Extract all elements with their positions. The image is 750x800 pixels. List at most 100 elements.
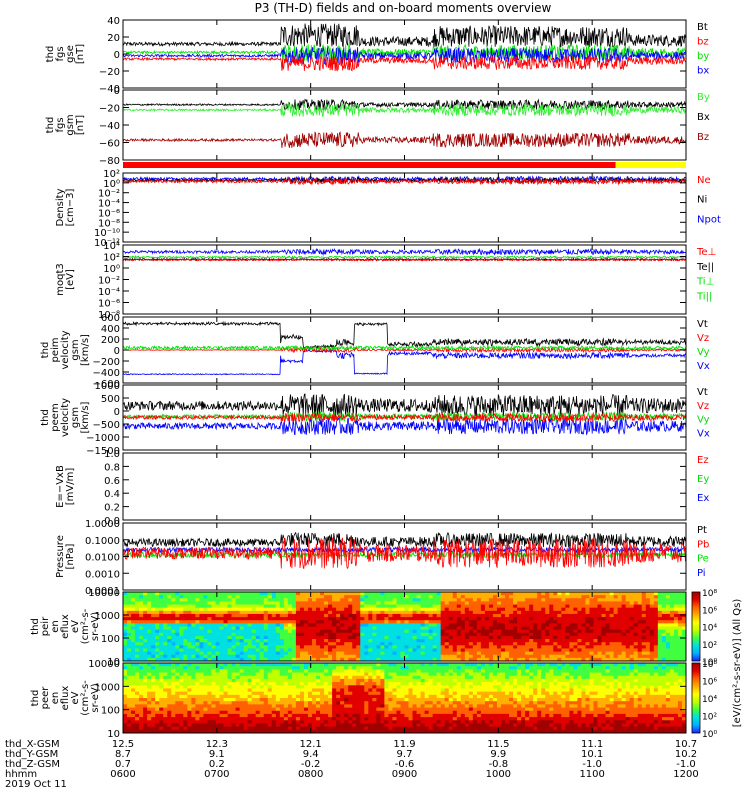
spectrogram-cell xyxy=(151,701,156,705)
spectrogram-cell xyxy=(251,642,257,646)
spectrogram-cell xyxy=(392,598,397,602)
spectrogram-cell xyxy=(601,629,606,634)
spectrogram-cell xyxy=(328,623,333,627)
spectrogram-cell xyxy=(364,698,369,702)
spectrogram-cell xyxy=(617,595,623,599)
spectrogram-cell xyxy=(263,682,269,686)
spectrogram-cell xyxy=(517,617,522,621)
spectrogram-cell xyxy=(364,682,369,686)
spectrogram-cell xyxy=(356,595,361,599)
spectrogram-cell xyxy=(255,694,261,699)
spectrogram-cell xyxy=(215,672,220,677)
spectrogram-cell xyxy=(480,601,486,605)
spectrogram-cell xyxy=(340,675,345,680)
spectrogram-cell xyxy=(384,675,389,680)
spectrogram-cell xyxy=(239,604,245,609)
spectrogram-cell xyxy=(227,645,232,649)
spectrogram-cell xyxy=(348,601,353,605)
spectrogram-cell xyxy=(613,601,619,605)
spectrogram-cell xyxy=(227,726,232,731)
spectrogram-cell xyxy=(251,635,257,640)
spectrogram-cell xyxy=(275,704,281,708)
spectrogram-cell xyxy=(464,635,470,640)
spectrogram-cell xyxy=(191,701,196,705)
spectrogram-cell xyxy=(344,669,349,673)
spectrogram-cell xyxy=(215,601,220,605)
spectrogram-cell xyxy=(199,726,204,731)
spectrogram-cell xyxy=(669,626,675,631)
spectrogram-cell xyxy=(191,707,196,712)
spectrogram-cell xyxy=(279,642,285,646)
spectrogram-cell xyxy=(219,720,224,724)
spectrogram-cell xyxy=(589,598,594,602)
series-Pt xyxy=(123,531,686,548)
spectrogram-cell xyxy=(299,723,305,728)
spectrogram-cell xyxy=(275,694,281,699)
spectrogram-cell xyxy=(537,635,542,640)
spectrogram-cell xyxy=(183,607,188,612)
spectrogram-cell xyxy=(175,601,180,605)
spectrogram-cell xyxy=(653,620,659,624)
spectrogram-cell xyxy=(259,666,265,670)
spectrogram-cell xyxy=(408,642,413,646)
spectrogram-cell xyxy=(420,639,426,643)
spectrogram-cell xyxy=(677,595,683,599)
spectrogram-cell xyxy=(392,694,397,699)
spectrogram-cell xyxy=(589,626,594,631)
spectrogram-cell xyxy=(641,632,647,637)
spectrogram-cell xyxy=(388,685,393,689)
spectrogram-cell xyxy=(545,645,550,649)
spectrogram-cell xyxy=(275,691,281,696)
spectrogram-cell xyxy=(183,613,188,618)
spectrogram-cell xyxy=(505,629,510,634)
spectrogram-cell xyxy=(501,642,506,646)
spectrogram-cell xyxy=(235,685,241,689)
spectrogram-cell xyxy=(380,669,385,673)
spectrogram-cell xyxy=(223,672,228,677)
spectrogram-cell xyxy=(299,729,305,733)
spectrogram-cell xyxy=(223,682,228,686)
spectrogram-cell xyxy=(521,626,526,631)
spectrogram-cell xyxy=(191,620,196,624)
spectrogram-cell xyxy=(537,604,542,609)
panel-data-peem-vel xyxy=(123,393,686,436)
spectrogram-cell xyxy=(123,669,128,673)
y-tick-label: 40 xyxy=(107,16,120,27)
spectrogram-cell xyxy=(388,607,393,612)
spectrogram-cell xyxy=(267,598,273,602)
spectrogram-cell xyxy=(573,592,578,596)
spectrogram-cell xyxy=(340,666,345,670)
spectrogram-cell xyxy=(533,654,538,659)
spectrogram-cell xyxy=(649,639,655,643)
spectrogram-cell xyxy=(271,713,277,718)
spectrogram-cell xyxy=(291,717,297,721)
spectrogram-cell xyxy=(299,595,305,599)
spectrogram-cell xyxy=(231,617,236,621)
spectrogram-cell xyxy=(231,595,236,599)
spectrogram-cell xyxy=(267,595,273,599)
spectrogram-cell xyxy=(448,639,454,643)
spectrogram-cell xyxy=(637,613,643,618)
spectrogram-cell xyxy=(283,675,289,680)
spectrogram-cell xyxy=(155,726,160,731)
spectrogram-cell xyxy=(263,626,269,631)
spectrogram-cell xyxy=(324,694,329,699)
spectrogram-cell xyxy=(299,626,305,631)
spectrogram-cell xyxy=(661,648,667,652)
spectrogram-cell xyxy=(283,592,289,596)
spectrogram-cell xyxy=(199,595,204,599)
spectrogram-cell xyxy=(307,669,313,673)
spectrogram-cell xyxy=(123,645,128,649)
spectrogram-cell xyxy=(332,698,337,702)
spectrogram-cell xyxy=(368,713,373,718)
spectrogram-cell xyxy=(279,639,285,643)
spectrogram-cell xyxy=(368,610,373,615)
series-Vt xyxy=(123,320,686,350)
spectrogram-cell xyxy=(549,610,554,615)
spectrogram-cell xyxy=(332,642,337,646)
spectrogram-cell xyxy=(251,691,257,696)
spectrogram-cell xyxy=(203,704,208,708)
spectrogram-cell xyxy=(348,726,353,731)
spectrogram-cell xyxy=(408,595,413,599)
